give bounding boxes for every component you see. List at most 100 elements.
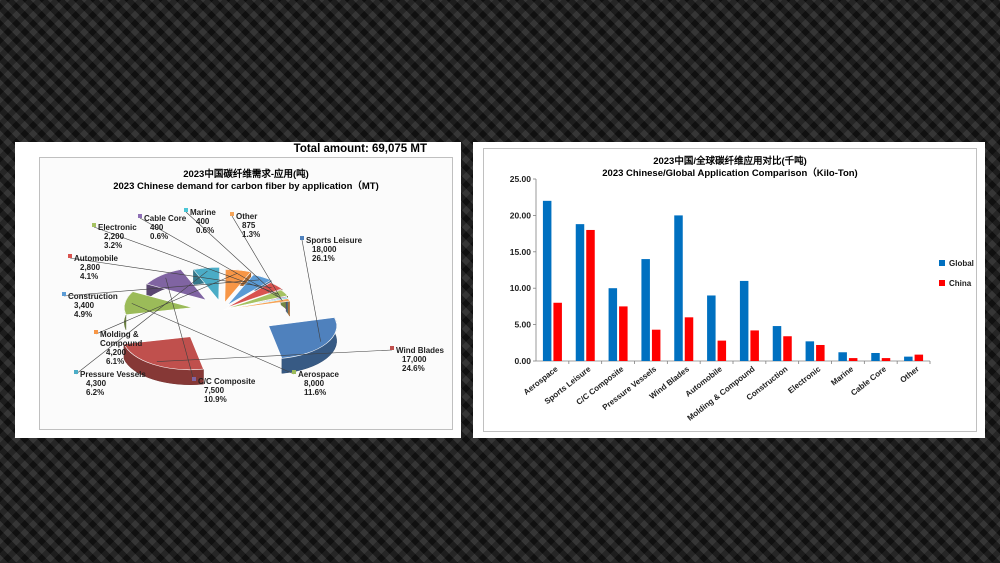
bar-global-pressure-vessels (641, 259, 650, 361)
bar-china-other (914, 354, 924, 361)
legend-swatch-global (939, 260, 945, 266)
pie-label-name-molding-compound: Molding & (100, 330, 139, 339)
pie-label-marker-other (230, 212, 234, 216)
pie-leader-other (231, 215, 283, 302)
pie-leader-sports-leisure (301, 239, 321, 342)
pie-label-value-marine: 400 (196, 217, 210, 226)
pie-label-name-marine: Marine (190, 208, 216, 217)
bar-china-sports-leisure (586, 229, 595, 361)
pie-label-value-molding-compound: 4,200 (106, 348, 127, 357)
bar-china-c-c-composite (619, 306, 628, 361)
pie-label-marker-c-c-composite (192, 377, 196, 381)
pie-label-name-molding-compound: Compound (100, 339, 142, 348)
pie-label-pct-construction: 4.9% (74, 310, 92, 319)
pie-label-value-sports-leisure: 18,000 (312, 245, 337, 254)
pie-label-marker-molding-compound (94, 330, 98, 334)
bar-global-cable-core (871, 352, 880, 361)
pie-label-marker-cable-core (138, 214, 142, 218)
bar-global-electronic (805, 341, 815, 361)
x-tick-label-cable-core: Cable Core (849, 364, 888, 397)
pie-chart-frame: 2023中国碳纤维需求-应用(吨) 2023 Chinese demand fo… (39, 157, 453, 430)
y-tick-label: 5.00 (514, 320, 531, 330)
bar-chart-subtitle: 2023 Chinese/Global Application Comparis… (602, 167, 857, 179)
bar-china-molding-compound (750, 330, 759, 361)
pie-label-marker-marine (184, 208, 188, 212)
legend-label-global: Global (949, 259, 974, 268)
bar-global-marine (838, 352, 847, 361)
pie-label-marker-sports-leisure (300, 236, 304, 240)
bar-global-sports-leisure (575, 224, 585, 361)
pie-chart-title: 2023中国碳纤维需求-应用(吨) (183, 168, 309, 180)
pie-slice-wind-blades (123, 336, 204, 371)
bar-chart-title: 2023中国/全球碳纤维应用对比(千吨) (653, 155, 807, 167)
pie-label-name-cable-core: Cable Core (144, 214, 187, 223)
bar-global-automobile (707, 295, 716, 361)
x-tick-label-other: Other (898, 364, 920, 384)
y-tick-label: 15.00 (510, 247, 532, 257)
pie-slice-c-c-composite (146, 269, 207, 301)
pie-slice-aerospace (124, 291, 193, 316)
pie-label-pct-cable-core: 0.6% (150, 232, 168, 241)
bar-china-pressure-vessels (651, 329, 661, 361)
bar-china-marine (848, 358, 858, 361)
pie-leader-c-c-composite (165, 277, 195, 382)
pie-label-value-pressure-vessels: 4,300 (86, 379, 107, 388)
bar-china-aerospace (553, 302, 562, 361)
bar-chart-frame: 2023中国/全球碳纤维应用对比(千吨) 2023 Chinese/Global… (483, 148, 977, 432)
total-amount-label: Total amount: 69,075 MT (293, 143, 427, 155)
pie-label-marker-pressure-vessels (74, 370, 78, 374)
pie-label-marker-electronic (92, 223, 96, 227)
pie-label-pct-c-c-composite: 10.9% (204, 395, 227, 404)
pie-label-pct-molding-compound: 6.1% (106, 357, 124, 366)
pie-label-value-cable-core: 400 (150, 223, 164, 232)
pie-chart-panel: Total amount: 69,075 MT 2023中国碳纤维需求-应用(吨… (15, 142, 461, 438)
pie-label-name-sports-leisure: Sports Leisure (306, 236, 363, 245)
pie-label-name-other: Other (236, 212, 257, 221)
legend-label-china: China (949, 279, 972, 288)
pie-slice-other (223, 298, 291, 310)
pie-label-pct-electronic: 3.2% (104, 241, 122, 250)
pie-slice-sports-leisure (268, 317, 337, 359)
pie-label-value-c-c-composite: 7,500 (204, 386, 225, 395)
y-tick-label: 20.00 (510, 210, 532, 220)
bar-global-aerospace (542, 200, 552, 361)
pie-label-value-construction: 3,400 (74, 301, 95, 310)
y-tick-label: 10.00 (510, 283, 532, 293)
pie-label-name-electronic: Electronic (98, 223, 137, 232)
pie-label-pct-marine: 0.6% (196, 226, 214, 235)
pie-leader-aerospace (131, 303, 295, 375)
pie-leader-electronic (93, 226, 279, 295)
pie-leader-marine (185, 211, 282, 300)
bar-china-cable-core (881, 358, 891, 361)
pie-label-pct-aerospace: 11.6% (304, 388, 326, 397)
x-tick-label-marine: Marine (829, 364, 855, 387)
pie-label-value-other: 875 (242, 221, 256, 230)
pie-label-marker-wind-blades (390, 346, 394, 350)
pie-leader-construction (63, 279, 260, 297)
bar-china-automobile (717, 340, 727, 361)
pie-label-marker-aerospace (292, 370, 296, 374)
pie-slice-electronic (225, 289, 289, 310)
pie-leader-wind-blades (156, 349, 393, 362)
pie-label-name-aerospace: Aerospace (298, 370, 339, 379)
bar-china-construction (783, 336, 792, 361)
bar-chart: 2023中国/全球碳纤维应用对比(千吨) 2023 Chinese/Global… (510, 155, 974, 423)
pie-label-marker-construction (62, 292, 66, 296)
pie-label-pct-automobile: 4.1% (80, 272, 98, 281)
bar-global-molding-compound (739, 280, 749, 361)
pie-label-value-aerospace: 8,000 (304, 379, 325, 388)
pie-slice-automobile (226, 282, 283, 309)
bar-global-other (904, 356, 913, 361)
pie-label-pct-sports-leisure: 26.1% (312, 254, 335, 263)
pie-label-name-automobile: Automobile (74, 254, 119, 263)
bar-china-wind-blades (684, 317, 694, 361)
pie-label-value-electronic: 2,200 (104, 232, 125, 241)
pie-chart-subtitle: 2023 Chinese demand for carbon fiber by … (113, 180, 379, 192)
pie-label-marker-automobile (68, 254, 72, 258)
pie-label-value-wind-blades: 17,000 (402, 355, 427, 364)
y-tick-label: 0.00 (514, 356, 531, 366)
pie-label-name-wind-blades: Wind Blades (396, 346, 444, 355)
legend-swatch-china (939, 280, 945, 286)
pie-label-pct-pressure-vessels: 6.2% (86, 388, 104, 397)
pie-slice-construction (226, 274, 272, 306)
